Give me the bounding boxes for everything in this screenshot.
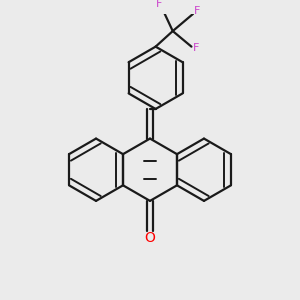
Text: F: F xyxy=(193,43,199,53)
Text: F: F xyxy=(156,0,162,9)
Text: F: F xyxy=(194,6,200,16)
Text: O: O xyxy=(145,231,155,245)
